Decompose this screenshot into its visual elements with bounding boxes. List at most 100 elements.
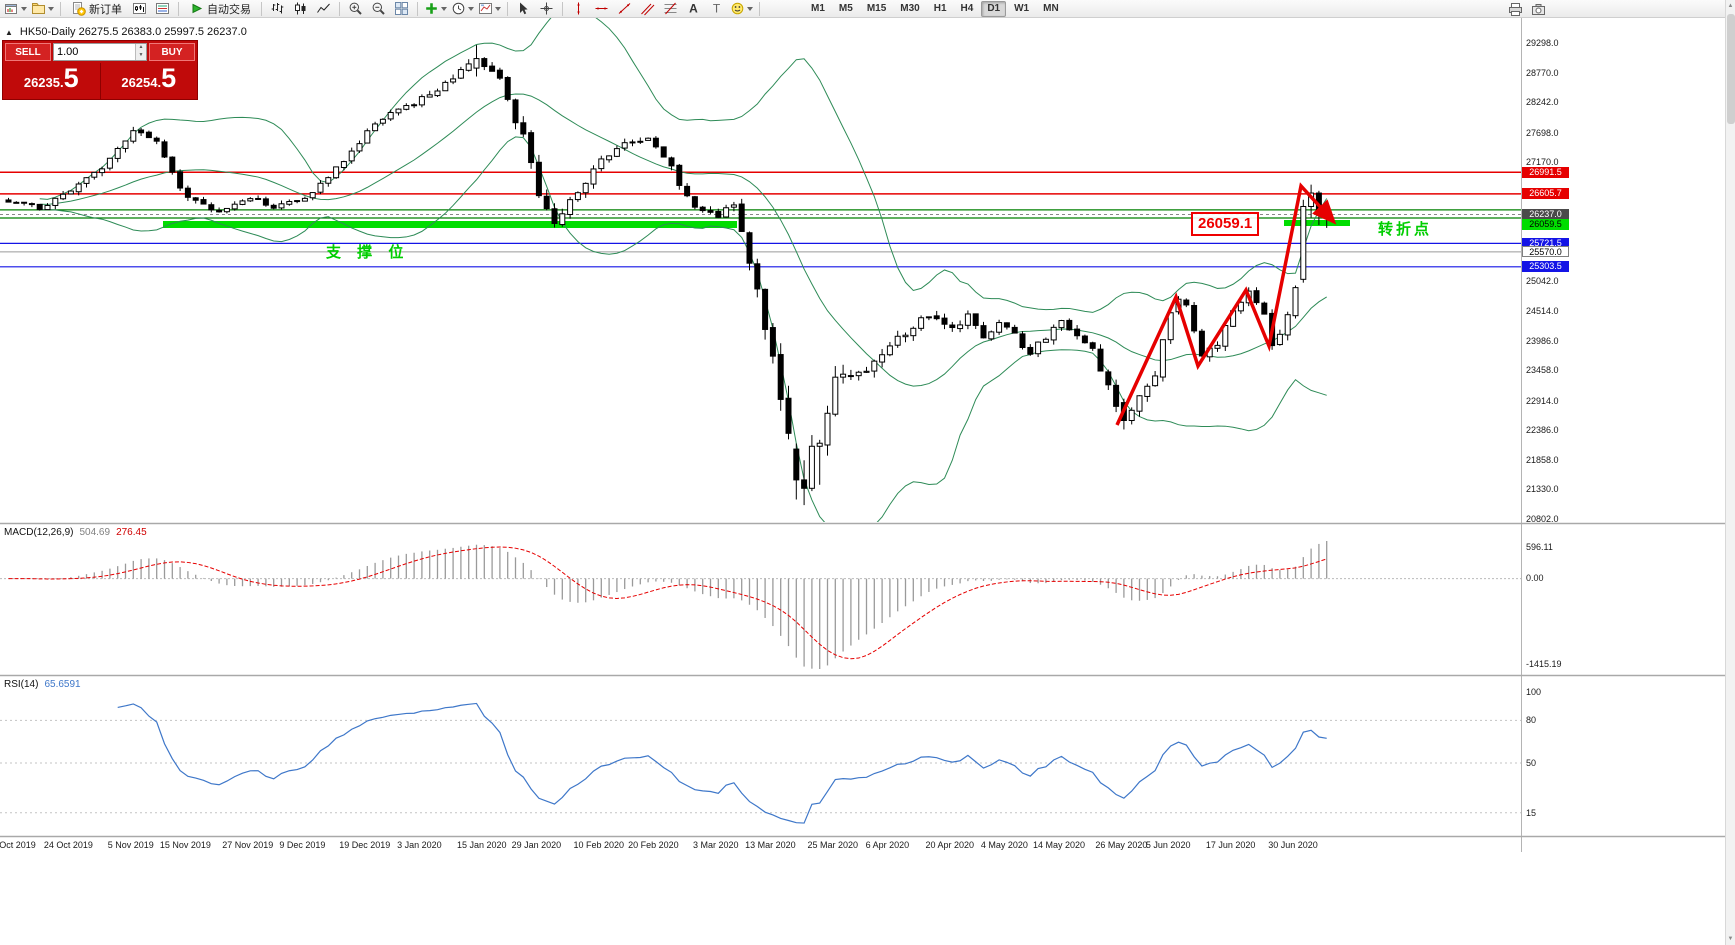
bollinger-upper	[39, 18, 1328, 313]
chevron-down-icon	[441, 6, 447, 11]
bollinger-middle	[39, 93, 1327, 387]
price-tick: 22914.0	[1526, 395, 1559, 406]
arrows-button[interactable]	[729, 1, 754, 17]
chevron-down-icon	[468, 6, 474, 11]
sell-button[interactable]: SELL	[5, 43, 51, 61]
snapshot-button[interactable]	[1528, 1, 1549, 17]
date-label: 5 Jun 2020	[1145, 840, 1191, 850]
vertical-line-button[interactable]	[568, 1, 589, 17]
horizontal-line-button[interactable]	[591, 1, 612, 17]
text-label-icon: T	[713, 2, 721, 16]
scroll-down-icon[interactable]: ▼	[1727, 936, 1734, 942]
date-label: 3 Mar 2020	[693, 840, 739, 850]
date-label: 15 Nov 2019	[159, 840, 211, 850]
price-tag: 26605.7	[1522, 188, 1569, 200]
timeframe-M5[interactable]: M5	[838, 2, 853, 14]
timeframe-M15[interactable]: M15	[866, 2, 887, 14]
collapse-trade-panel-icon[interactable]: ▲	[5, 27, 13, 37]
price-tick: 22386.0	[1526, 425, 1559, 436]
svg-text:T: T	[713, 2, 721, 16]
macd-signal-value: 276.45	[116, 527, 147, 538]
date-label: 5 Nov 2019	[107, 840, 154, 850]
buy-price[interactable]: 26254. 5	[101, 63, 198, 99]
cursor-button[interactable]	[513, 1, 534, 17]
text-label-button[interactable]: T	[706, 1, 727, 17]
date-label: 30 Jun 2020	[1268, 840, 1318, 850]
timeframe-M30[interactable]: M30	[900, 2, 920, 14]
panel-divider	[99, 63, 101, 99]
volume-increase-button[interactable]: ▲	[136, 44, 146, 52]
support-level-label: 支 撑 位	[326, 244, 410, 261]
date-label: 20 Apr 2020	[925, 840, 975, 850]
market-watch-button[interactable]	[152, 1, 173, 17]
chart-window-button[interactable]	[129, 1, 150, 17]
chevron-down-icon	[21, 6, 27, 11]
timeframe-D1[interactable]: D1	[981, 0, 1007, 17]
rsi-scale-100: 100	[1526, 687, 1542, 697]
zoom-in-button[interactable]	[345, 1, 366, 17]
rsi-scale-80: 80	[1526, 715, 1537, 726]
text-button[interactable]: A	[683, 1, 704, 17]
new-order-icon	[73, 2, 86, 16]
auto-trading-button[interactable]: 自动交易	[184, 1, 256, 17]
zoom-out-button[interactable]	[368, 1, 389, 17]
tile-windows-button[interactable]	[391, 1, 412, 17]
equidistant-channel-button[interactable]	[637, 1, 658, 17]
timeframe-M1[interactable]: M1	[811, 2, 825, 14]
trendline-button[interactable]	[614, 1, 635, 17]
toolbar-separator	[507, 1, 508, 16]
periods-button[interactable]	[450, 1, 475, 17]
buy-price-small: 26254.	[121, 75, 162, 90]
toolbar-separator	[60, 1, 61, 16]
bar-chart-button[interactable]	[267, 1, 288, 17]
profiles-button[interactable]	[30, 1, 55, 17]
camera-icon	[1532, 3, 1545, 15]
buy-button[interactable]: BUY	[149, 43, 195, 61]
macd-scale-min: -1415.19	[1526, 659, 1562, 669]
scrollbar-thumb[interactable]	[1727, 14, 1735, 124]
zoom-out-icon	[372, 2, 385, 15]
fibonacci-icon	[664, 2, 677, 15]
scroll-up-icon[interactable]: ▲	[1727, 3, 1734, 9]
volume-input[interactable]	[54, 44, 135, 60]
timeframe-H4[interactable]: H4	[960, 2, 974, 14]
chevron-down-icon	[747, 6, 753, 11]
horizontal-line-icon	[595, 7, 608, 10]
rsi-name: RSI(14)	[4, 679, 39, 690]
price-tick: 27698.0	[1526, 127, 1559, 138]
toolbar-separator	[759, 1, 760, 16]
volume-decrease-button[interactable]: ▼	[136, 52, 146, 60]
new-order-button[interactable]: 新订单	[66, 1, 127, 17]
candlestick-chart-button[interactable]	[290, 1, 311, 17]
bar-chart-icon	[271, 3, 284, 14]
indicators-button[interactable]	[423, 1, 448, 17]
trendline-icon	[618, 3, 631, 14]
print-button[interactable]	[1505, 1, 1526, 17]
sell-price[interactable]: 26235. 5	[3, 63, 100, 99]
sell-price-big: 5	[63, 63, 79, 93]
date-label: 17 Jun 2020	[1205, 840, 1256, 850]
crosshair-button[interactable]	[536, 1, 557, 17]
timeframe-H1[interactable]: H1	[933, 2, 947, 14]
date-label: 4 Oct 2019	[0, 840, 36, 850]
timeframe-MN[interactable]: MN	[1043, 2, 1059, 14]
timeframe-W1[interactable]: W1	[1014, 2, 1030, 14]
line-chart-button[interactable]	[313, 1, 334, 17]
fibonacci-button[interactable]	[660, 1, 681, 17]
date-label: 24 Oct 2019	[43, 840, 93, 850]
macd-signal-line	[8, 546, 1327, 660]
price-tag: 25303.5	[1522, 261, 1569, 273]
date-label: 29 Jan 2020	[511, 840, 562, 850]
market-watch-icon	[156, 3, 169, 14]
vertical-scrollbar[interactable]: ▲ ▼	[1725, 0, 1735, 945]
toolbar: 新订单 自动交易 A T M1 M5 M15 M30 H1 H4 D1 W1 MN	[0, 0, 1735, 18]
date-label: 27 Nov 2019	[222, 840, 274, 850]
price-tick: 28770.0	[1526, 67, 1559, 78]
date-label: 6 Apr 2020	[865, 840, 910, 850]
add-indicator-icon	[426, 3, 437, 14]
date-label: 15 Jan 2020	[457, 840, 507, 850]
price-tick: 21330.0	[1526, 484, 1559, 495]
templates-button[interactable]	[477, 1, 502, 17]
new-chart-button[interactable]	[3, 1, 28, 17]
